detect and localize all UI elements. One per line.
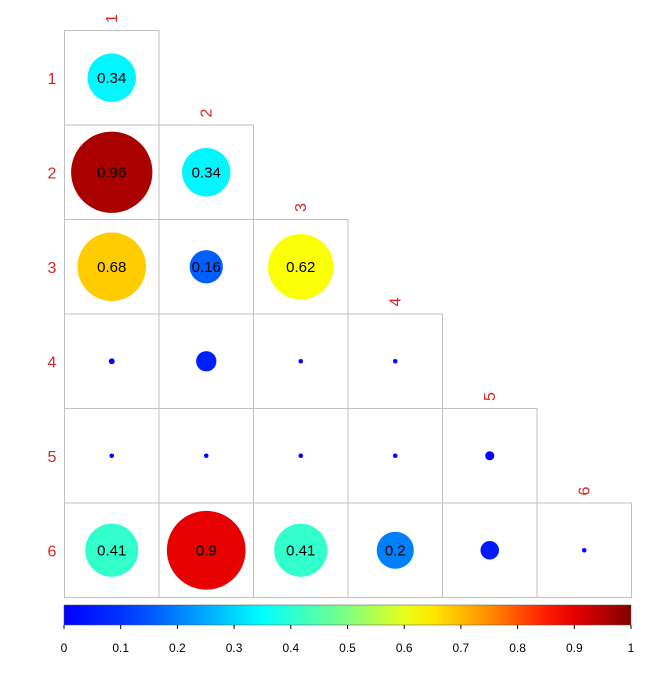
circle-5-3 [298, 453, 304, 459]
grid-layer [64, 30, 632, 598]
value-label-2-1: 0.96 [97, 164, 126, 181]
value-label-3-3: 0.62 [286, 259, 315, 276]
value-label-6-2: 0.9 [196, 542, 217, 559]
label-layer: 0.34 0.96 0.34 0.68 0.16 0.62 0.41 0.9 0.41 0.2 1 1… [48, 14, 594, 560]
row-label-3: 3 [48, 260, 57, 277]
colorbar-tick-label-3: 0.3 [226, 641, 243, 655]
value-label-6-4: 0.2 [385, 542, 406, 559]
circle-3-2 [189, 250, 223, 284]
circle-2-1 [71, 131, 153, 213]
circle-5-5 [485, 451, 495, 461]
circle-4-1 [108, 358, 115, 365]
colorbar-tick-label-9: 0.9 [566, 641, 583, 655]
colorbar-tick-label-1: 0.1 [112, 641, 129, 655]
colorbar-tick-label-8: 0.8 [509, 641, 526, 655]
circle-6-5 [480, 540, 500, 560]
colorbar-tick-label-6: 0.6 [396, 641, 413, 655]
row-label-2: 2 [48, 165, 57, 182]
colorbar: 0 0.1 0.2 0.3 0.4 0.5 0.6 0.7 0.8 0.9 1 [61, 604, 635, 655]
column-label-5: 5 [482, 392, 499, 401]
value-label-6-3: 0.41 [286, 542, 315, 559]
circle-5-2 [203, 453, 209, 459]
column-label-6: 6 [576, 486, 593, 495]
column-label-4: 4 [387, 297, 404, 306]
circle-6-4 [376, 531, 414, 569]
circle-5-4 [392, 453, 398, 459]
circle-1-1 [87, 53, 136, 102]
row-label-1: 1 [48, 71, 57, 88]
circle-layer [71, 53, 587, 590]
colorbar-tick-label-5: 0.5 [339, 641, 356, 655]
colorbar-tick-label-2: 0.2 [169, 641, 186, 655]
grid-cell-6-6 [536, 502, 632, 598]
value-label-2-2: 0.34 [192, 164, 221, 181]
circle-4-3 [298, 358, 304, 364]
column-label-2: 2 [198, 108, 215, 117]
column-label-1: 1 [104, 14, 121, 23]
row-label-5: 5 [48, 449, 57, 466]
colorbar-tick-label-10: 1 [628, 641, 635, 655]
value-label-3-2: 0.16 [192, 259, 221, 276]
row-label-6: 6 [48, 543, 57, 560]
value-label-1-1: 0.34 [97, 70, 126, 87]
colorbar-tick-label-0: 0 [61, 641, 68, 655]
value-label-3-1: 0.68 [97, 259, 126, 276]
circle-6-3 [274, 523, 328, 577]
colorbar-gradient [63, 604, 632, 626]
circle-6-6 [581, 547, 587, 553]
circle-3-1 [77, 232, 146, 301]
row-label-4: 4 [48, 354, 57, 371]
circle-6-2 [166, 510, 246, 590]
circle-4-2 [196, 351, 217, 372]
column-label-3: 3 [293, 203, 310, 212]
value-label-6-1: 0.41 [97, 542, 126, 559]
circle-4-4 [392, 358, 398, 364]
colorbar-tick-label-7: 0.7 [453, 641, 470, 655]
circle-5-1 [109, 453, 115, 459]
circle-3-3 [268, 234, 334, 300]
colorbar-tick-label-4: 0.4 [282, 641, 299, 655]
circle-2-2 [182, 148, 231, 197]
circle-6-1 [85, 523, 139, 577]
